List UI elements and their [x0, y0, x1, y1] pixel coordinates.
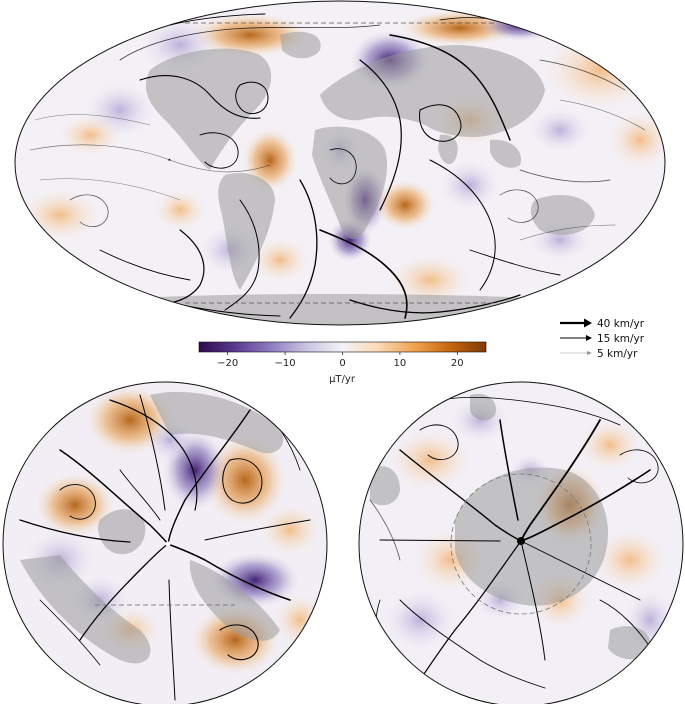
- colorbar-gradient: [198, 341, 487, 353]
- north-polar-map: [2, 381, 328, 704]
- south-america-landmass: [218, 172, 275, 290]
- europe-asia-landmass: [320, 45, 545, 137]
- south-polar-africa: [470, 393, 496, 421]
- north-polar-greenland: [98, 509, 146, 555]
- south-polar-australia: [608, 626, 651, 660]
- south-polar-pole-marker: [517, 537, 525, 545]
- africa-landmass: [312, 126, 388, 240]
- legend-label-5: 5 km/yr: [597, 348, 638, 360]
- mollweide-streamlines: [29, 13, 646, 319]
- north-polar-land-masses: [20, 391, 284, 664]
- colorbar-tick-label: 20: [451, 358, 464, 369]
- legend-label-15: 15 km/yr: [597, 333, 645, 345]
- colorbar-tick-label: 10: [394, 358, 407, 369]
- colorbar-unit-label: μT/yr: [329, 374, 356, 385]
- north-america-landmass: [145, 48, 272, 170]
- australia-landmass: [530, 195, 595, 235]
- north-polar-siberia: [189, 560, 280, 641]
- south-polar-south-america: [370, 466, 400, 506]
- north-polar-outline: [2, 381, 328, 704]
- south-polar-map: [358, 381, 684, 704]
- india-landmass: [438, 134, 458, 165]
- colorbar-tick-label: −10: [275, 358, 296, 369]
- mollweide-outline: [14, 0, 666, 326]
- south-polar-dashed-circle: [450, 473, 592, 615]
- southeast-asia-landmass: [490, 139, 521, 168]
- colorbar-tick-label: 0: [339, 358, 345, 369]
- legend-label-40: 40 km/yr: [597, 318, 645, 330]
- north-polar-north-america: [20, 555, 151, 664]
- greenland-landmass: [280, 31, 321, 59]
- colorbar: −20 −10 0 10 20 μT/yr: [198, 341, 487, 385]
- north-polar-pole-marker: [165, 541, 171, 547]
- south-polar-outline: [358, 381, 684, 704]
- mollweide-map: [14, 0, 666, 326]
- legend-arrowhead-40: [584, 318, 592, 328]
- legend-arrowhead-5: [587, 351, 592, 355]
- speed-legend: 40 km/yr 15 km/yr 5 km/yr: [560, 318, 645, 360]
- north-polar-eurasia: [150, 391, 284, 454]
- colorbar-tick-label: −20: [217, 358, 238, 369]
- south-polar-streamlines: [369, 396, 659, 689]
- legend-arrowhead-15: [586, 335, 592, 341]
- colorbar-ticks: −20 −10 0 10 20: [217, 352, 464, 369]
